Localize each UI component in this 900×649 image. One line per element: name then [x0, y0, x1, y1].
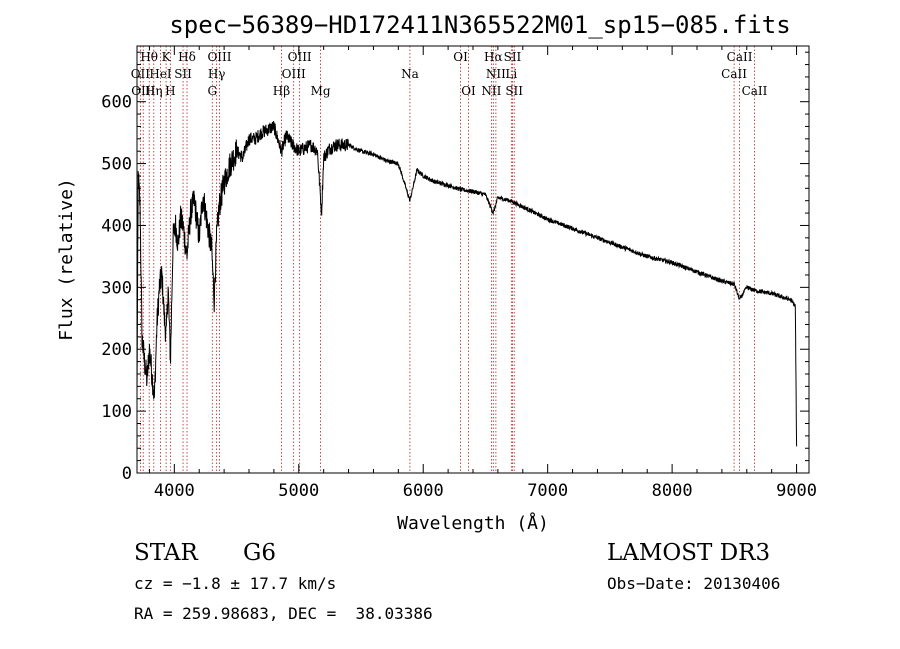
- line-label: NII: [481, 84, 501, 98]
- coordinates-text: RA = 259.98683, DEC = 38.03386: [134, 604, 433, 623]
- line-label: OIII: [207, 50, 231, 64]
- line-label: Hη: [145, 84, 163, 98]
- line-label: OI: [461, 84, 476, 98]
- line-label: CaII: [721, 67, 747, 81]
- line-label: CaII: [727, 50, 753, 64]
- y-tick-label: 600: [101, 93, 132, 113]
- line-label: G: [207, 84, 217, 98]
- y-axis-ticks: 0 100 200 300 400 500 600: [101, 51, 809, 484]
- object-class: STAR: [134, 540, 198, 566]
- y-axis-label: Flux (relative): [56, 178, 77, 341]
- y-tick-label: 300: [101, 278, 132, 298]
- object-subclass: G6: [243, 540, 276, 566]
- y-tick-label: 200: [101, 340, 132, 360]
- line-label: K: [162, 50, 172, 64]
- line-label: OII: [131, 67, 151, 81]
- line-label: Hθ: [140, 50, 158, 64]
- line-markers: [139, 46, 755, 473]
- x-tick-label: 9000: [776, 481, 817, 501]
- line-label: OIII: [288, 50, 312, 64]
- x-tick-label: 5000: [278, 481, 319, 501]
- survey-name: LAMOST DR3: [607, 540, 770, 566]
- spectrum-info: STAR G6 LAMOST DR3 cz = −1.8 ± 17.7 km/s…: [134, 540, 780, 623]
- line-label: CaII: [742, 84, 768, 98]
- line-label: NII: [486, 67, 506, 81]
- x-tick-label: 7000: [527, 481, 568, 501]
- line-label: HeI: [149, 67, 172, 81]
- line-label: SII: [504, 50, 522, 64]
- spectrum-line: [136, 121, 798, 447]
- y-tick-label: 500: [101, 155, 132, 175]
- line-label: OIII: [282, 67, 306, 81]
- plot-frame: [136, 45, 810, 474]
- line-label: SII: [174, 67, 192, 81]
- line-label: Hβ: [273, 84, 290, 98]
- obs-date-text: Obs−Date: 20130406: [607, 574, 780, 593]
- line-label: Na: [401, 67, 419, 81]
- y-tick-label: 0: [122, 464, 132, 484]
- line-label: H: [165, 84, 175, 98]
- x-tick-label: 8000: [652, 481, 693, 501]
- x-tick-label: 6000: [403, 481, 444, 501]
- plot-area: [136, 121, 798, 447]
- x-axis-label: Wavelength (Å): [397, 512, 549, 534]
- redshift-text: cz = −1.8 ± 17.7 km/s: [134, 574, 336, 593]
- chart-title: spec−56389−HD172411N365522M01_sp15−085.f…: [169, 11, 790, 39]
- x-tick-label: 4000: [154, 481, 195, 501]
- x-axis-ticks: 4000 5000 6000 7000 8000 9000: [148, 46, 817, 501]
- line-label: Hα: [484, 50, 503, 64]
- line-label: SII: [505, 84, 523, 98]
- line-label: Li: [505, 67, 517, 81]
- line-label: OI: [453, 50, 468, 64]
- line-label: Hγ: [208, 67, 226, 81]
- y-tick-label: 400: [101, 216, 132, 236]
- y-tick-label: 100: [101, 402, 132, 422]
- line-label: Hδ: [178, 50, 196, 64]
- line-label: Mg: [311, 84, 331, 98]
